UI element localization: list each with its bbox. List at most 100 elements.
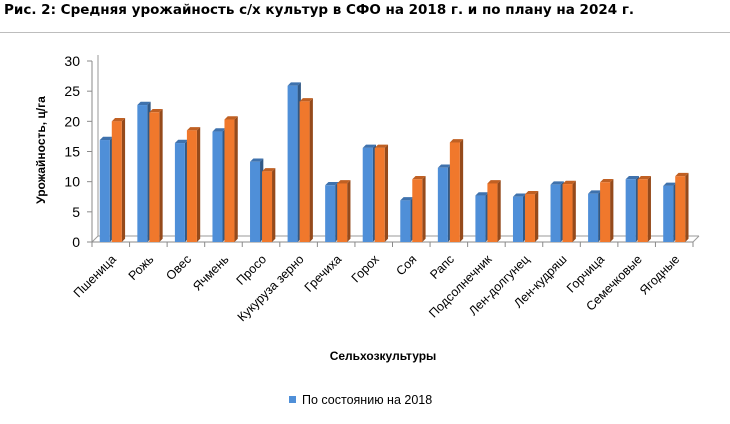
bar-top <box>475 192 489 196</box>
bar-top <box>512 193 527 197</box>
bar-front <box>487 183 498 242</box>
bar-top <box>449 139 464 143</box>
x-category-label: Ячмень <box>190 252 231 293</box>
bar-front <box>362 147 373 242</box>
bar-top <box>262 168 276 172</box>
bar-2024 <box>449 139 464 242</box>
bar-2018 <box>362 144 377 242</box>
bar-front <box>625 179 636 242</box>
bar-2024 <box>374 144 389 242</box>
bar-front <box>475 195 486 242</box>
y-axis-title: Урожайность, ц/га <box>34 96 48 204</box>
bar-front <box>174 143 185 242</box>
bar-front <box>111 121 122 242</box>
bar-2024 <box>675 172 689 242</box>
legend-swatch-2018 <box>289 396 296 403</box>
bar-side <box>347 180 351 242</box>
bar-front <box>374 147 385 242</box>
bar-front <box>299 101 310 242</box>
bar-top <box>337 180 351 184</box>
bar-front <box>212 131 223 242</box>
y-tick-labels: 0 5 10 15 20 25 30 <box>64 53 80 250</box>
bar-front <box>99 140 110 242</box>
bar-side <box>422 175 426 242</box>
bar-side <box>610 178 614 242</box>
bar-2018 <box>325 181 339 242</box>
bar-2018 <box>512 193 527 242</box>
bar-2018 <box>174 139 189 242</box>
x-category-label: Рожь <box>126 252 157 283</box>
legend: По состоянию на 2018 <box>289 393 432 407</box>
bar-top <box>663 182 677 186</box>
bar-front <box>550 184 561 242</box>
figure-title: Рис. 2: Средняя урожайность с/х культур … <box>4 2 635 18</box>
bar-2024 <box>524 191 539 242</box>
x-category-label: Просо <box>234 252 270 288</box>
x-category-label: Ягодные <box>637 252 682 297</box>
title-divider <box>0 32 730 33</box>
x-axis-title: Сельхозкультуры <box>330 349 437 363</box>
bar-2018 <box>250 158 264 242</box>
bar-top <box>412 175 426 180</box>
bar-front <box>449 142 460 242</box>
bar-front <box>250 161 261 242</box>
floor-left-edge <box>91 235 99 243</box>
bar-front <box>663 185 674 242</box>
bar-2018 <box>212 128 226 242</box>
bar-front <box>637 179 648 242</box>
y-tick-label: 20 <box>64 113 80 129</box>
bar-side <box>234 116 238 242</box>
bar-top <box>550 181 564 185</box>
bar-top <box>149 108 163 113</box>
bar-front <box>437 167 448 242</box>
bar-top <box>637 175 651 180</box>
bar-2024 <box>299 98 313 242</box>
bar-top <box>299 98 313 102</box>
y-tick-label: 30 <box>64 53 80 69</box>
bar-top <box>487 180 501 184</box>
bar-top <box>600 178 614 183</box>
bar-top <box>588 190 602 194</box>
bar-2024 <box>487 180 501 242</box>
bar-front <box>137 105 148 242</box>
bar-side <box>309 98 313 242</box>
bar-2024 <box>337 180 351 242</box>
bar-side <box>272 168 276 242</box>
bar-front <box>675 176 686 242</box>
bar-2018 <box>625 175 639 242</box>
x-category-label: Овес <box>163 252 194 283</box>
bar-top <box>675 172 689 177</box>
bar-side <box>159 108 163 242</box>
bar-top <box>111 118 126 122</box>
bar-front <box>337 183 348 242</box>
bar-top <box>325 181 339 186</box>
bar-front <box>524 194 535 242</box>
bar-front <box>512 196 523 242</box>
x-category-label: Гречиха <box>302 252 345 295</box>
bar-side <box>534 191 539 242</box>
bar-2018 <box>287 82 301 242</box>
bar-top <box>186 127 201 131</box>
bar-top <box>99 136 114 141</box>
bar-top <box>250 158 264 162</box>
bar-top <box>212 128 226 132</box>
bar-2018 <box>475 192 489 242</box>
y-tick-label: 0 <box>72 234 80 250</box>
bar-2024 <box>149 108 163 243</box>
bar-2024 <box>412 175 426 242</box>
bar-2018 <box>137 101 151 242</box>
bar-front <box>588 193 599 242</box>
bar-top <box>362 144 377 148</box>
bar-front <box>400 200 411 242</box>
y-tick-label: 5 <box>72 204 80 220</box>
y-tick-label: 15 <box>64 144 80 160</box>
bar-2018 <box>663 182 677 242</box>
bar-2018 <box>550 181 564 242</box>
bar-front <box>287 85 298 242</box>
bar-top <box>287 82 301 86</box>
x-category-label: Пшеница <box>71 252 119 300</box>
bar-2024 <box>600 178 614 242</box>
bar-side <box>647 175 651 242</box>
